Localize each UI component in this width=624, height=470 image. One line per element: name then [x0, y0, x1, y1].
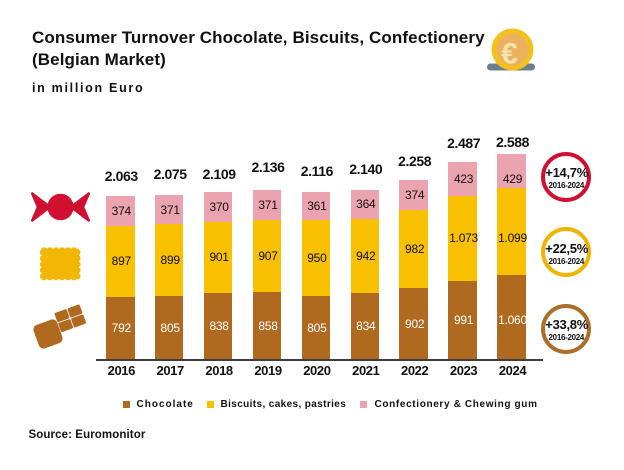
svg-text:€: €: [501, 38, 518, 71]
